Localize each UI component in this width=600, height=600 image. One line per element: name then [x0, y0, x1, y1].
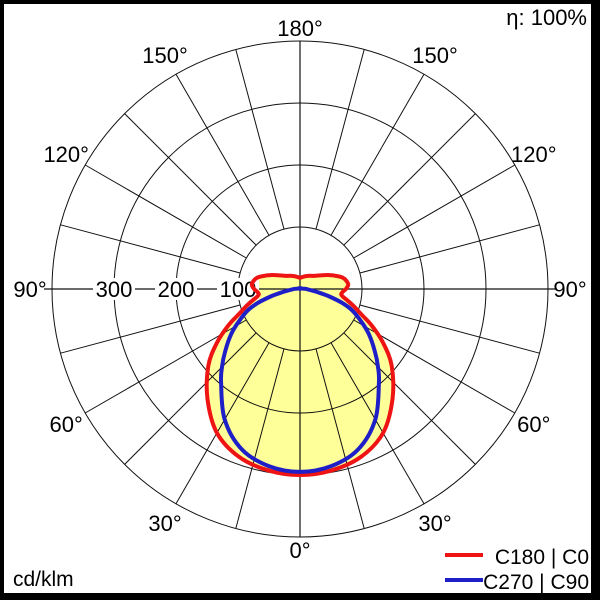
legend-label-c0: C180 | C0	[494, 546, 589, 569]
angle-label-0: 0°	[289, 538, 310, 563]
angle-label-180: 180°	[277, 16, 323, 41]
curve-c180-c0	[204, 273, 396, 477]
angle-label-150-left: 150°	[142, 43, 188, 68]
intensity-curves	[204, 273, 396, 477]
ring-label-100: 100	[220, 277, 257, 302]
angle-labels: 0° 30° 30° 60° 60° 90° 90° 120° 120° 150° 150° 180°	[13, 16, 586, 563]
efficiency-label: η: 100%	[506, 5, 587, 30]
ring-label-300: 300	[96, 277, 133, 302]
angle-label-60-left: 60°	[50, 412, 83, 437]
legend-label-c90: C270 | C90	[483, 571, 589, 594]
angle-label-60-right: 60°	[517, 412, 550, 437]
legend-line-c0	[445, 553, 483, 557]
units-label: cd/klm	[13, 568, 74, 591]
angle-label-90-left: 90°	[13, 277, 46, 302]
angle-label-120-left: 120°	[43, 142, 89, 167]
angle-label-30-left: 30°	[148, 511, 181, 536]
polar-grid	[44, 40, 556, 538]
angle-label-90-right: 90°	[553, 277, 586, 302]
angle-label-30-right: 30°	[418, 511, 451, 536]
ring-label-200: 200	[158, 277, 195, 302]
legend-line-c90	[445, 578, 483, 582]
angle-label-150-right: 150°	[412, 43, 458, 68]
curve-c270-c90	[218, 286, 382, 474]
radial-axis-labels: 300 200 100	[93, 277, 259, 302]
angle-label-120-right: 120°	[511, 142, 557, 167]
